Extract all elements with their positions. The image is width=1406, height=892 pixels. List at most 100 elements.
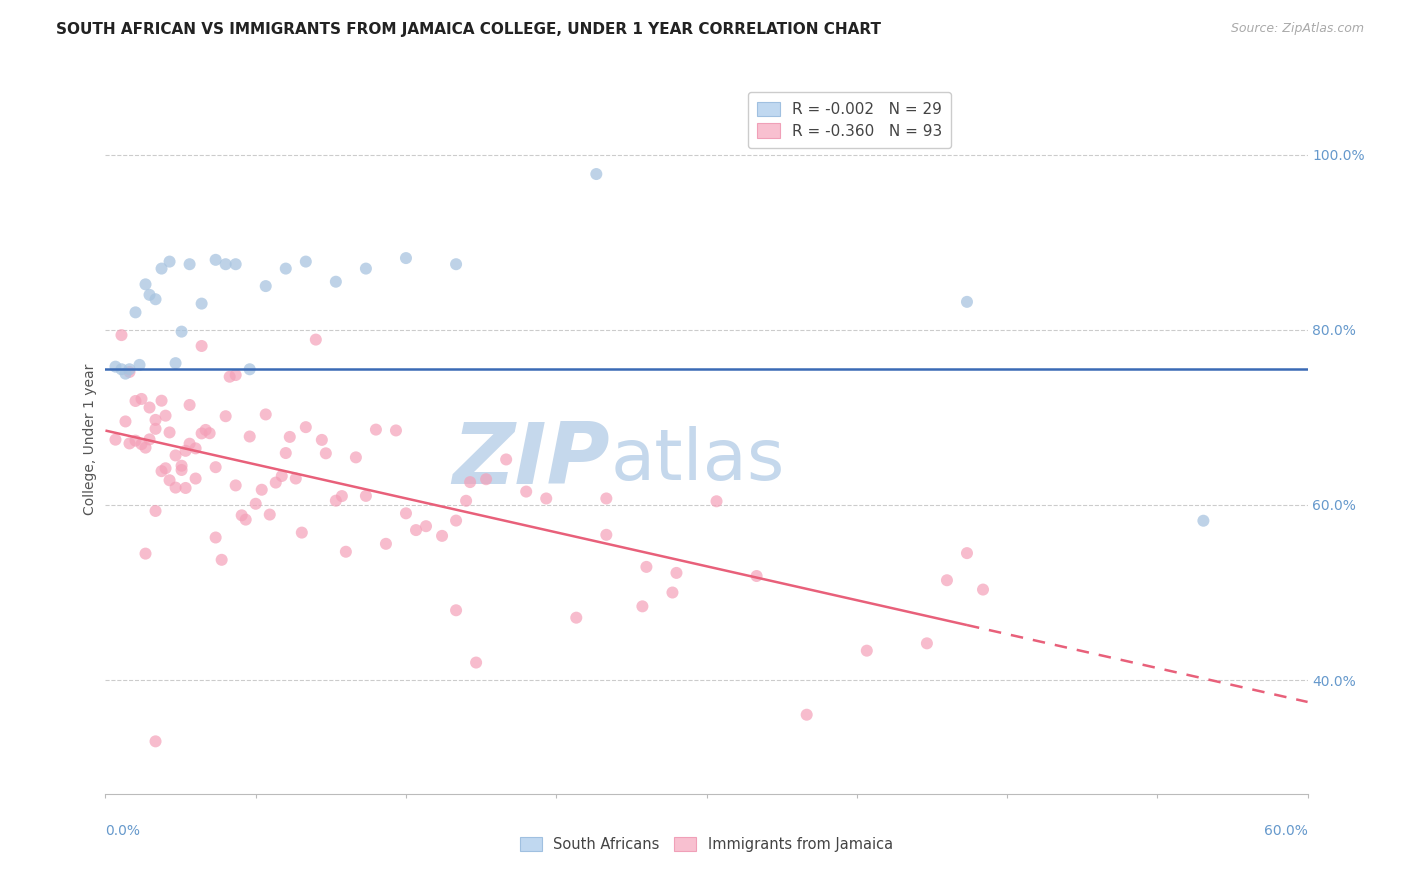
Point bbox=[254, 408, 277, 422]
Legend: South Africans, Immigrants from Jamaica: South Africans, Immigrants from Jamaica bbox=[515, 830, 898, 857]
Point bbox=[259, 508, 281, 522]
Point bbox=[145, 422, 167, 436]
Point bbox=[254, 279, 277, 293]
Point bbox=[124, 305, 146, 319]
Point bbox=[636, 560, 658, 574]
Point bbox=[344, 450, 367, 465]
Point bbox=[184, 442, 207, 456]
Point bbox=[190, 339, 212, 353]
Point bbox=[225, 257, 247, 271]
Point bbox=[194, 423, 217, 437]
Point bbox=[124, 394, 146, 409]
Text: atlas: atlas bbox=[610, 426, 785, 495]
Point bbox=[465, 656, 488, 670]
Point bbox=[855, 643, 877, 657]
Point bbox=[796, 707, 818, 722]
Point bbox=[204, 460, 226, 475]
Point bbox=[956, 294, 979, 309]
Point bbox=[131, 392, 153, 406]
Point bbox=[159, 425, 181, 440]
Point bbox=[150, 393, 173, 408]
Point bbox=[430, 529, 453, 543]
Point bbox=[264, 475, 287, 490]
Point bbox=[155, 461, 177, 475]
Point bbox=[364, 423, 387, 437]
Point bbox=[972, 582, 994, 597]
Point bbox=[274, 446, 297, 460]
Point bbox=[565, 610, 588, 624]
Point bbox=[204, 252, 226, 267]
Point bbox=[118, 436, 141, 450]
Point bbox=[138, 288, 160, 302]
Point bbox=[274, 261, 297, 276]
Point bbox=[145, 734, 167, 748]
Point bbox=[235, 513, 257, 527]
Point bbox=[385, 424, 408, 438]
Point bbox=[190, 426, 212, 441]
Point bbox=[231, 508, 253, 523]
Point bbox=[325, 493, 347, 508]
Point bbox=[354, 261, 377, 276]
Point bbox=[956, 546, 979, 560]
Point bbox=[335, 545, 357, 559]
Point bbox=[135, 547, 157, 561]
Point bbox=[165, 449, 187, 463]
Point bbox=[291, 525, 314, 540]
Point bbox=[330, 489, 353, 503]
Text: 0.0%: 0.0% bbox=[105, 824, 141, 838]
Point bbox=[325, 275, 347, 289]
Point bbox=[145, 292, 167, 306]
Point bbox=[114, 414, 136, 428]
Point bbox=[295, 254, 318, 268]
Point bbox=[374, 537, 398, 551]
Point bbox=[515, 484, 537, 499]
Point bbox=[745, 569, 768, 583]
Point bbox=[211, 553, 233, 567]
Point bbox=[706, 494, 728, 508]
Point bbox=[138, 401, 160, 415]
Point bbox=[270, 469, 292, 483]
Point bbox=[204, 531, 226, 545]
Point bbox=[354, 489, 377, 503]
Point bbox=[454, 493, 477, 508]
Point bbox=[145, 413, 167, 427]
Point bbox=[165, 356, 187, 370]
Point bbox=[150, 261, 173, 276]
Point bbox=[159, 254, 181, 268]
Point bbox=[305, 333, 328, 347]
Point bbox=[534, 491, 557, 506]
Point bbox=[585, 167, 607, 181]
Point bbox=[110, 362, 132, 376]
Point bbox=[131, 437, 153, 451]
Point bbox=[138, 433, 160, 447]
Point bbox=[250, 483, 273, 497]
Point bbox=[198, 426, 221, 441]
Point bbox=[135, 441, 157, 455]
Text: SOUTH AFRICAN VS IMMIGRANTS FROM JAMAICA COLLEGE, UNDER 1 YEAR CORRELATION CHART: SOUTH AFRICAN VS IMMIGRANTS FROM JAMAICA… bbox=[56, 22, 882, 37]
Point bbox=[444, 514, 467, 528]
Point bbox=[174, 481, 197, 495]
Point bbox=[184, 471, 207, 485]
Point bbox=[165, 481, 187, 495]
Point bbox=[284, 471, 307, 485]
Point bbox=[661, 585, 683, 599]
Point bbox=[495, 452, 517, 467]
Point bbox=[225, 368, 247, 382]
Point bbox=[595, 528, 617, 542]
Text: ZIP: ZIP bbox=[453, 419, 610, 502]
Point bbox=[174, 443, 197, 458]
Point bbox=[595, 491, 617, 506]
Point bbox=[395, 506, 418, 520]
Point bbox=[118, 365, 141, 379]
Point bbox=[145, 504, 167, 518]
Point bbox=[104, 433, 127, 447]
Point bbox=[124, 434, 146, 448]
Point bbox=[170, 463, 193, 477]
Point bbox=[936, 573, 959, 587]
Point bbox=[458, 475, 481, 489]
Point bbox=[295, 420, 318, 434]
Text: Source: ZipAtlas.com: Source: ZipAtlas.com bbox=[1230, 22, 1364, 36]
Point bbox=[128, 358, 150, 372]
Y-axis label: College, Under 1 year: College, Under 1 year bbox=[83, 364, 97, 515]
Point bbox=[150, 464, 173, 478]
